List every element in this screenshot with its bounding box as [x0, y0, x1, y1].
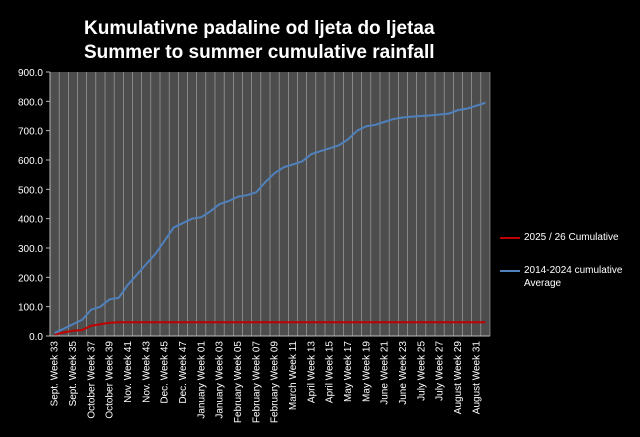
x-tick-label: June Week 23: [398, 341, 409, 405]
y-tick-label: 200.0: [18, 273, 43, 284]
x-tick-label: Dec. Week 47: [178, 341, 189, 404]
legend-label: 2014-2024 cumulative Average: [524, 265, 623, 289]
legend-swatch: [500, 237, 520, 239]
series-line: [54, 321, 486, 336]
x-tick-label: May Week 19: [361, 341, 372, 402]
y-tick-label: 0.0: [29, 332, 43, 343]
x-tick-label: October Week 39: [105, 341, 116, 419]
y-tick-label: 100.0: [18, 303, 43, 314]
y-tick-label: 300.0: [18, 244, 43, 255]
x-tick-label: Nov. Week 43: [141, 341, 152, 403]
chart-title: Kumulativne padaline od ljeta do ljetaa: [84, 18, 435, 39]
y-tick-label: 700.0: [18, 127, 43, 138]
x-tick-label: January Week 03: [215, 341, 226, 419]
x-tick-label: June Week 21: [380, 341, 391, 405]
x-tick-label: Sept. Week 33: [50, 341, 61, 407]
x-tick-label: August Week 29: [453, 341, 464, 415]
x-tick-label: July Week 25: [416, 341, 427, 401]
x-tick-label: October Week 37: [86, 341, 97, 419]
x-tick-label: Dec. Week 45: [160, 341, 171, 404]
x-tick-label: August Week 31: [471, 341, 482, 415]
x-tick-label: May Week 17: [343, 341, 354, 402]
y-tick-label: 900.0: [18, 68, 43, 79]
legend-label: 2025 / 26 Cumulative: [524, 232, 619, 243]
x-tick-label: February Week 05: [233, 341, 244, 424]
x-tick-label: Sept. Week 35: [68, 341, 79, 407]
chart-subtitle: Summer to summer cumulative rainfall: [84, 42, 435, 63]
x-tick-label: April Week 15: [325, 341, 336, 404]
series-line: [54, 101, 486, 334]
x-tick-label: April Week 13: [306, 341, 317, 404]
y-tick-label: 500.0: [18, 185, 43, 196]
legend-swatch: [500, 270, 520, 272]
x-tick-label: February Week 07: [251, 341, 262, 424]
y-tick-label: 800.0: [18, 97, 43, 108]
x-tick-label: March Week 11: [288, 341, 299, 411]
x-tick-label: January Week 01: [196, 341, 207, 419]
x-tick-label: July Week 27: [435, 341, 446, 401]
y-tick-label: 400.0: [18, 215, 43, 226]
x-tick-label: Nov. Week 41: [123, 341, 134, 403]
y-tick-label: 600.0: [18, 156, 43, 167]
x-tick-label: February Week 09: [270, 341, 281, 424]
